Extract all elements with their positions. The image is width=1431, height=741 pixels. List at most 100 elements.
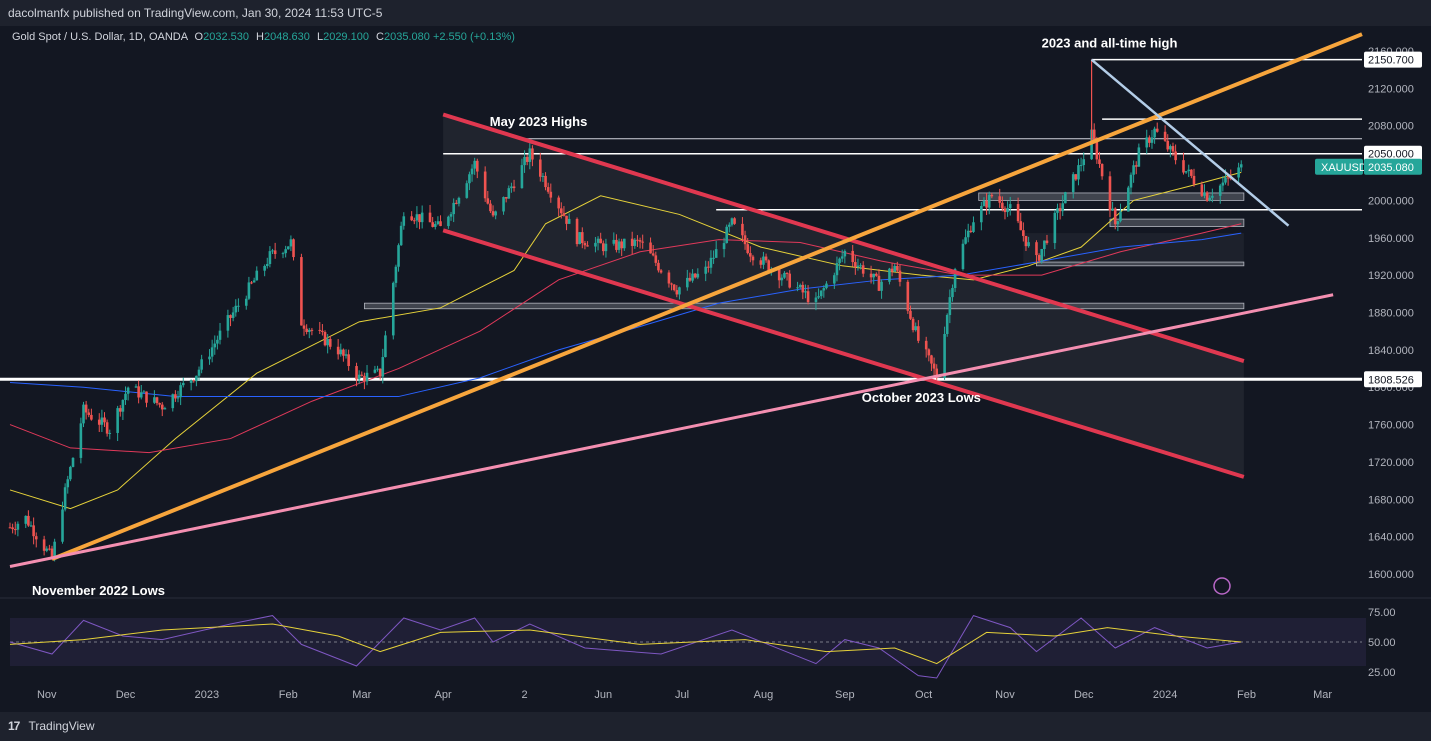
legend-symbol: Gold Spot / U.S. Dollar, 1D, OANDA: [12, 31, 188, 43]
candle-2023-10-04: [930, 355, 933, 364]
candle-2022-11-28: [116, 408, 119, 433]
candle-2023-07-11: [707, 266, 710, 268]
candle-2023-07-14: [714, 249, 718, 258]
candle-2024-01-16: [1203, 192, 1206, 196]
candle-2023-05-15: [557, 197, 560, 209]
candle-2023-08-31: [840, 256, 844, 259]
lightning-icon[interactable]: [1213, 577, 1231, 595]
candle-2023-12-15: [1119, 211, 1122, 222]
candle-2023-04-06: [454, 202, 458, 204]
candle-2023-11-20: [1053, 212, 1057, 244]
candle-2022-11-04: [53, 541, 56, 559]
candle-2023-12-25: [1145, 137, 1149, 148]
candle-2023-08-30: [838, 258, 841, 264]
price-tick-1880.000: 1880.000: [1368, 308, 1414, 320]
candle-2022-11-09: [66, 479, 70, 488]
candle-2023-02-16: [326, 338, 329, 346]
candle-2023-04-07: [457, 197, 461, 204]
price-label-box-1808.526: [1364, 371, 1422, 388]
candle-2022-11-30: [121, 399, 125, 412]
candle-2023-05-29: [594, 242, 597, 247]
candle-2023-09-21: [896, 265, 899, 271]
candle-2023-11-24: [1064, 192, 1067, 204]
price-tick-1960.000: 1960.000: [1368, 233, 1414, 245]
candle-2022-10-21: [16, 523, 20, 530]
candle-2023-08-02: [764, 256, 768, 261]
candle-2022-12-09: [145, 391, 148, 403]
candle-2023-02-23: [344, 354, 348, 356]
candle-2023-08-22: [817, 296, 820, 298]
candle-2023-12-19: [1129, 174, 1133, 188]
chart-canvas[interactable]: 2023 and all-time high May 2023 Highs Octo…: [0, 26, 1431, 712]
candle-2024-01-05: [1174, 151, 1177, 161]
candle-2024-01-18: [1208, 197, 1212, 201]
candle-2022-11-10: [69, 466, 72, 480]
price-tick-2000.000: 2000.000: [1368, 195, 1414, 207]
candle-2023-07-13: [712, 257, 715, 259]
candle-2023-03-31: [439, 221, 442, 227]
candle-2022-12-28: [195, 375, 198, 382]
candle-2024-01-17: [1205, 192, 1209, 201]
candle-2024-01-19: [1211, 195, 1214, 198]
time-label-16: Mar: [1313, 689, 1332, 701]
time-label-6: 2: [521, 689, 527, 701]
candle-2023-09-22: [898, 270, 902, 282]
candle-2023-06-12: [630, 238, 634, 246]
candle-2023-06-06: [615, 239, 618, 250]
candle-2023-06-09: [623, 238, 626, 249]
candle-2023-03-07: [376, 368, 379, 370]
candle-2023-03-28: [431, 222, 434, 227]
legend-high-label: H: [256, 31, 264, 43]
price-tick-1840.000: 1840.000: [1368, 345, 1414, 357]
time-label-1: Dec: [116, 689, 136, 701]
candle-2023-06-20: [651, 253, 655, 256]
candle-2022-11-29: [118, 408, 122, 412]
candle-2023-05-02: [523, 156, 526, 166]
candle-2023-03-22: [415, 214, 419, 221]
candle-2022-12-01: [124, 393, 127, 400]
candle-2023-06-26: [667, 272, 671, 284]
uptrend-line: [51, 32, 1363, 561]
candle-2022-12-07: [139, 392, 143, 398]
legend-high: 2048.630: [264, 31, 310, 43]
candle-2023-12-06: [1095, 141, 1099, 160]
candle-2023-07-12: [709, 257, 713, 268]
candle-2023-09-06: [856, 265, 860, 268]
legend-open: 2032.530: [203, 31, 249, 43]
candle-2024-01-01: [1163, 131, 1167, 141]
candle-2023-10-23: [980, 206, 983, 223]
candle-2023-07-25: [743, 235, 747, 245]
candle-2023-10-16: [961, 243, 965, 270]
time-label-3: Feb: [279, 689, 298, 701]
candle-2022-11-16: [84, 404, 88, 413]
candle-2023-08-10: [785, 272, 789, 274]
candle-2023-08-29: [835, 263, 839, 276]
candle-2023-03-13: [391, 282, 395, 336]
candle-2023-12-11: [1108, 176, 1112, 211]
rsi-tick-25.00: 25.00: [1368, 667, 1396, 679]
candle-2023-08-01: [762, 256, 765, 265]
candle-2023-03-30: [436, 221, 440, 225]
candle-2023-01-30: [281, 253, 285, 255]
candle-2023-04-10: [465, 183, 469, 198]
candle-2022-12-16: [163, 408, 167, 410]
candle-2022-12-06: [137, 386, 140, 398]
candle-2023-02-17: [328, 338, 332, 347]
candle-2022-12-05: [134, 386, 138, 388]
candle-2023-05-05: [531, 148, 534, 160]
candle-2023-01-02: [208, 356, 211, 360]
candle-2022-12-21: [176, 397, 180, 399]
candle-2023-02-10: [310, 329, 314, 331]
candle-2023-02-20: [336, 346, 340, 355]
candle-2023-09-29: [917, 326, 920, 341]
rsi-pane: [0, 600, 1366, 692]
candle-2023-05-01: [520, 165, 524, 189]
brand-text: TradingView: [28, 719, 95, 733]
candle-2023-05-11: [546, 187, 550, 192]
support-zone-1: [1036, 261, 1245, 267]
price-tick-1920.000: 1920.000: [1368, 270, 1414, 282]
ma50-line: [9, 171, 1242, 510]
candle-2023-10-05: [932, 363, 936, 369]
candle-2023-11-14: [1037, 255, 1041, 261]
candle-2023-04-26: [507, 188, 511, 199]
